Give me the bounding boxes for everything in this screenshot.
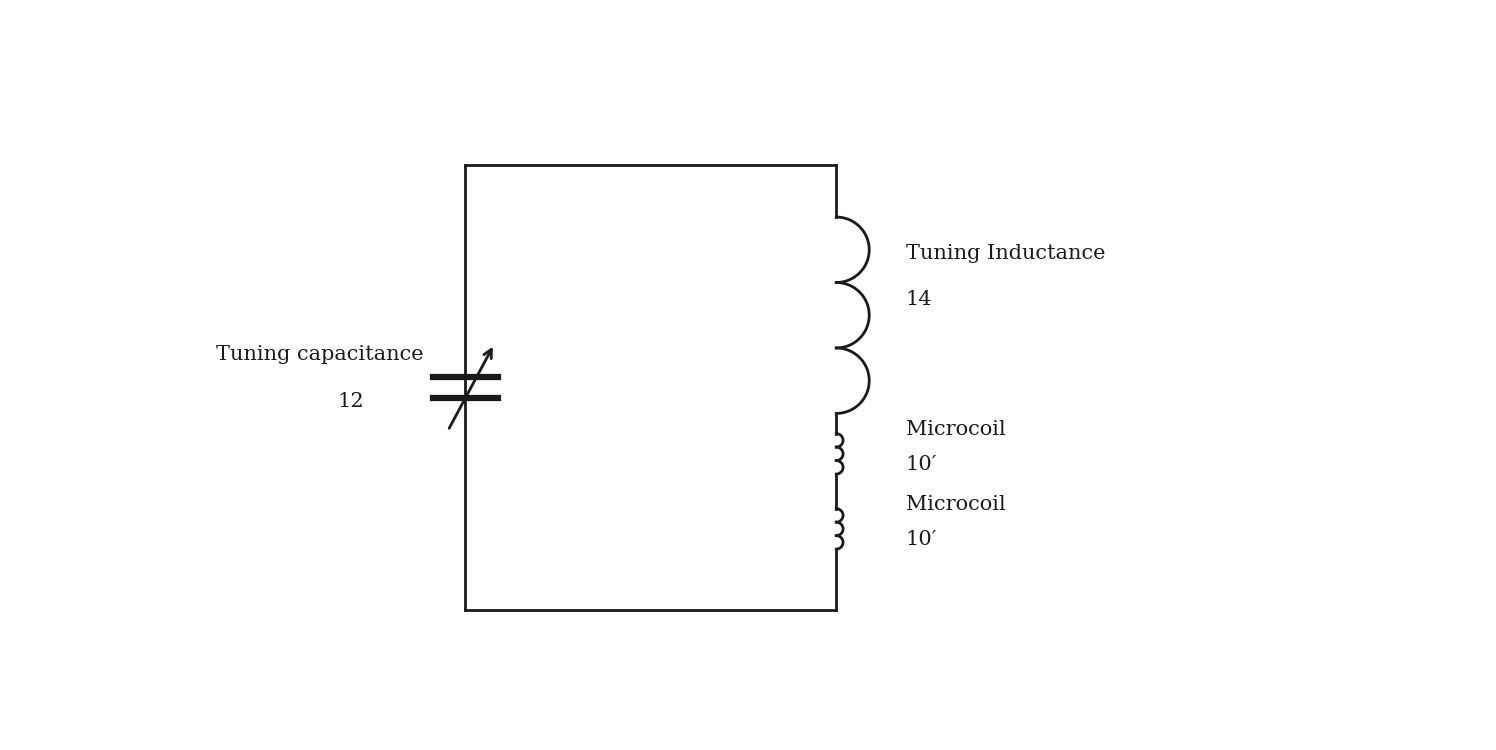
Text: Tuning Inductance: Tuning Inductance: [907, 244, 1106, 263]
Text: 10′: 10′: [907, 530, 938, 549]
Text: Tuning capacitance: Tuning capacitance: [215, 345, 423, 364]
Text: 10′: 10′: [907, 455, 938, 474]
Text: 12: 12: [338, 392, 365, 410]
Text: Microcoil: Microcoil: [907, 421, 1005, 440]
Text: 14: 14: [907, 290, 932, 310]
Text: Microcoil: Microcoil: [907, 496, 1005, 514]
